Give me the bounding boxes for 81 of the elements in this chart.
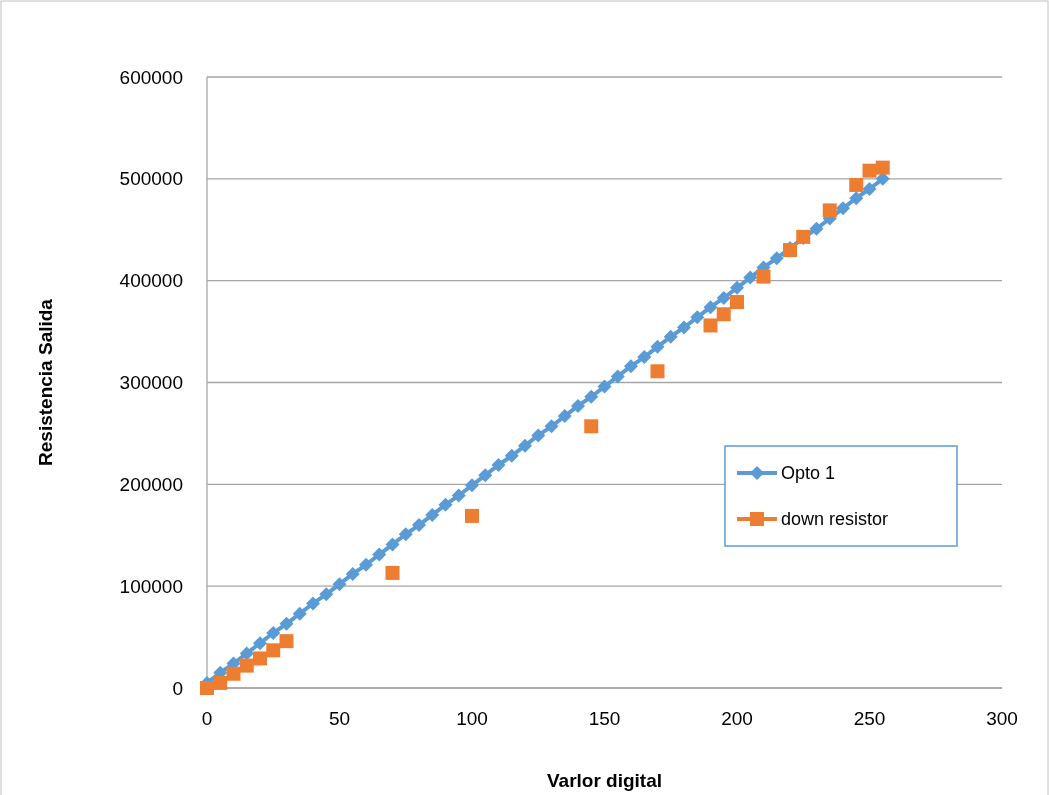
point (253, 636, 267, 651)
x-tick-label: 300 (986, 708, 1018, 729)
y-tick-label: 300000 (119, 372, 183, 394)
point (266, 626, 281, 641)
point (716, 307, 731, 322)
point (279, 634, 294, 649)
point (730, 295, 744, 310)
point (531, 428, 546, 443)
point (650, 339, 665, 354)
point (425, 507, 440, 522)
point (557, 409, 572, 424)
point (716, 290, 731, 305)
point (438, 497, 453, 512)
point (690, 310, 705, 325)
point (385, 565, 400, 580)
point (319, 587, 334, 602)
point (239, 646, 254, 661)
y-axis-title: Resistencia Salida (35, 298, 56, 466)
point (650, 364, 665, 379)
point (584, 419, 599, 434)
point (730, 280, 744, 295)
point (703, 300, 718, 315)
x-tick-label: 250 (853, 708, 886, 729)
point (279, 616, 294, 631)
x-tick-label: 200 (721, 708, 753, 729)
legend-label: Opto 1 (781, 463, 836, 484)
point (677, 320, 691, 335)
point (584, 389, 599, 404)
x-tick-label: 0 (201, 708, 213, 729)
point (544, 419, 559, 434)
point (822, 203, 837, 218)
point (465, 478, 479, 493)
point (849, 177, 864, 192)
point (610, 369, 625, 384)
point (372, 547, 387, 562)
x-tick-label: 50 (328, 708, 351, 729)
point (398, 527, 413, 542)
y-tick-label: 400000 (119, 270, 183, 292)
point (359, 557, 373, 572)
y-tick-label: 600000 (119, 66, 183, 88)
point (571, 398, 585, 413)
point (226, 666, 241, 681)
point (412, 518, 426, 533)
point (836, 201, 850, 216)
point (491, 457, 506, 472)
x-tick-label: 150 (588, 708, 621, 729)
x-axis-title: Varlor digital (546, 770, 663, 791)
point (862, 182, 877, 197)
point (253, 651, 267, 666)
point (597, 379, 612, 394)
y-tick-label: 0 (172, 677, 183, 699)
point (200, 681, 214, 695)
point (332, 577, 347, 592)
point (306, 596, 320, 611)
x-tick-label: 100 (456, 708, 488, 729)
point (637, 350, 652, 365)
point (465, 508, 479, 523)
point (478, 468, 493, 483)
point (624, 359, 638, 374)
point (292, 606, 307, 621)
point (849, 191, 864, 206)
point (239, 658, 254, 673)
point (743, 270, 758, 285)
y-tick-label: 200000 (119, 473, 183, 495)
point (451, 488, 466, 503)
point (703, 318, 718, 333)
point (504, 448, 519, 463)
point (809, 221, 824, 236)
point (875, 160, 890, 175)
y-tick-label: 500000 (119, 168, 183, 190)
point (213, 675, 228, 690)
point (769, 251, 784, 266)
point (518, 438, 532, 453)
point (385, 537, 400, 552)
y-tick-label: 100000 (119, 575, 183, 597)
point (756, 269, 771, 284)
point (345, 566, 360, 581)
point (266, 643, 281, 658)
point (862, 163, 877, 178)
point (663, 329, 678, 344)
legend-label: down resistor (781, 509, 889, 530)
